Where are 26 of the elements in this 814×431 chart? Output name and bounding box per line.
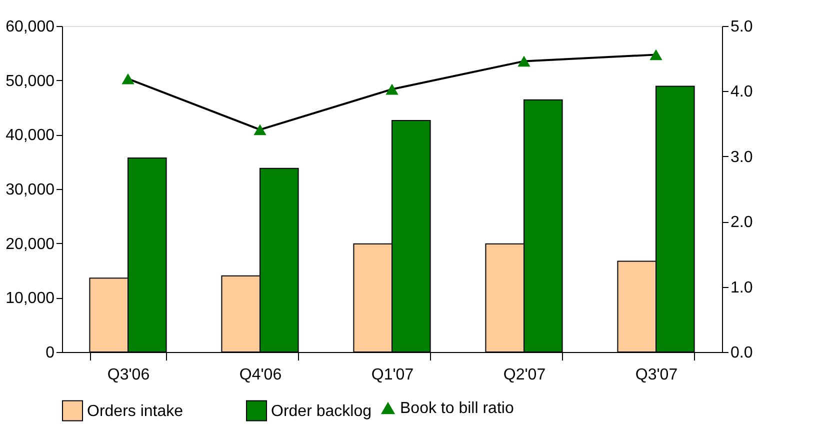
- point: [254, 124, 266, 136]
- point: [518, 56, 530, 67]
- y-tick-label: 30,000: [6, 182, 55, 198]
- y2-tick-label: 5.0: [730, 18, 753, 36]
- y-tick-label: 0: [46, 344, 55, 362]
- legend-label: Order backlog: [271, 402, 372, 420]
- y2-tick-label: 4.0: [730, 84, 753, 101]
- x-tick-label: Q4'06: [239, 366, 282, 384]
- y-tick-label: 50,000: [6, 72, 55, 90]
- y2-tick-label: 1.0: [730, 279, 753, 296]
- y-tick-label: 40,000: [6, 127, 55, 144]
- point: [386, 84, 398, 95]
- point: [650, 49, 662, 60]
- point: [122, 73, 134, 84]
- x-tick-label: Q3'06: [107, 366, 150, 384]
- legend-label: Orders intake: [87, 402, 184, 420]
- x-tick-label: Q1'07: [371, 366, 414, 384]
- x-tick-label: Q2'07: [503, 366, 546, 384]
- x-tick-label: Q3'07: [635, 366, 678, 384]
- y2-tick-label: 0.0: [730, 344, 753, 362]
- y-tick-label: 60,000: [6, 18, 55, 36]
- y-tick-label: 10,000: [6, 290, 55, 308]
- legend-label: Book to bill ratio: [400, 400, 514, 417]
- y2-tick-label: 2.0: [730, 214, 753, 232]
- y-tick-label: 20,000: [6, 236, 55, 253]
- y2-tick-label: 3.0: [730, 148, 753, 166]
